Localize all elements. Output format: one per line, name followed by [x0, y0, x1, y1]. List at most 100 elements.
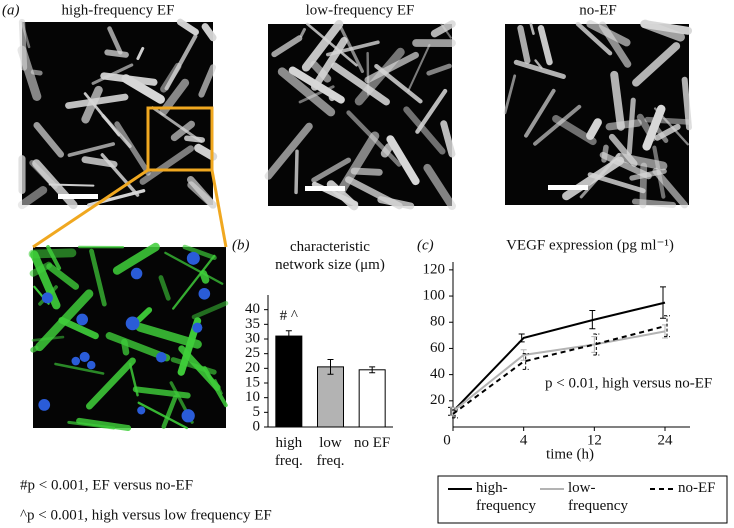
- cell-process: [18, 18, 28, 71]
- cell-process: [28, 248, 77, 259]
- error-bar: [522, 353, 529, 370]
- nucleus: [198, 287, 211, 300]
- cell-process: [201, 23, 217, 42]
- cell-process: [652, 145, 666, 199]
- series-line: [452, 301, 666, 412]
- x-axis-label: time (h): [546, 446, 594, 462]
- cell-process: [105, 332, 171, 362]
- error-bar: [593, 333, 600, 356]
- cell-process: [30, 345, 39, 353]
- cell-process: [164, 34, 198, 91]
- cell-process: [644, 116, 692, 125]
- cell-process: [377, 196, 415, 210]
- bar: [275, 335, 303, 428]
- cell-process: [407, 44, 431, 93]
- y-tick-label: 40: [430, 366, 445, 382]
- nucleus: [38, 399, 51, 411]
- micrographs: [17, 18, 693, 431]
- legend-label: high-frequency: [476, 480, 536, 514]
- cell-process: [626, 97, 636, 156]
- legend-box: [437, 475, 728, 524]
- cell-process: [298, 85, 335, 104]
- cell-process: [610, 70, 625, 131]
- cell-process: [310, 60, 332, 83]
- y-tick-label: 80: [430, 314, 445, 330]
- cell-process: [161, 395, 178, 429]
- y-tick-label: 5: [253, 404, 261, 420]
- cell-process: [20, 20, 31, 49]
- legend-label: no-EF: [678, 480, 716, 496]
- error-bar: [369, 366, 376, 374]
- cell-process: [54, 362, 105, 375]
- cell-process: [58, 316, 99, 340]
- cell-process: [575, 21, 613, 56]
- cell-process: [30, 69, 43, 76]
- cell-process: [311, 36, 348, 91]
- nucleus: [192, 322, 203, 333]
- cell-process: [533, 104, 582, 146]
- cell-process: [114, 121, 151, 176]
- cell-process: [306, 22, 358, 67]
- scale-bar: [58, 194, 98, 199]
- cell-process: [172, 254, 216, 310]
- y-tick-label: 15: [245, 374, 260, 390]
- y-tick-label: 10: [245, 389, 260, 405]
- cell-process: [89, 248, 107, 307]
- cell-process: [17, 186, 48, 210]
- image-title: low-frequency EF: [306, 2, 415, 18]
- cell-process: [67, 420, 116, 430]
- cell-process: [100, 153, 140, 197]
- cell-process: [299, 27, 306, 38]
- x-tick-label: no EF: [354, 435, 391, 451]
- micrograph: [268, 24, 452, 206]
- cell-process: [198, 64, 217, 98]
- legend-label: low-frequency: [568, 480, 628, 514]
- series-line: [452, 330, 666, 413]
- cell-process: [104, 49, 129, 58]
- cell-process: [503, 74, 517, 115]
- cell-process: [415, 88, 448, 134]
- cell-process: [271, 35, 303, 58]
- nucleus: [76, 313, 89, 326]
- panel-label: (c): [417, 237, 434, 253]
- cell-process: [158, 275, 171, 301]
- x-tick-label: 0: [443, 432, 451, 448]
- y-tick-label: 100: [423, 287, 446, 303]
- cell-process: [331, 62, 390, 106]
- cell-process: [121, 74, 165, 104]
- y-tick-label: 25: [245, 345, 260, 361]
- cell-process: [31, 335, 65, 342]
- cell-process: [364, 51, 419, 84]
- inset-line: [210, 169, 228, 248]
- cell-process: [380, 143, 393, 158]
- annotation: p < 0.01, high versus no-EF: [545, 375, 712, 391]
- scale-bar: [548, 185, 588, 190]
- cell-process: [176, 18, 199, 36]
- nucleus: [41, 292, 53, 304]
- cell-process: [440, 120, 456, 158]
- nucleus: [71, 356, 81, 366]
- cell-process: [426, 63, 452, 76]
- chart-title: VEGF expression (pg ml⁻¹): [506, 237, 674, 253]
- error-bar: [664, 315, 670, 338]
- cell-process: [178, 345, 221, 391]
- y-tick-label: 35: [245, 316, 260, 332]
- cell-process: [139, 145, 194, 185]
- x-tick-label: 12: [587, 432, 602, 448]
- cell-process: [135, 322, 202, 349]
- error-bar: [660, 286, 666, 319]
- y-tick-label: 20: [245, 360, 260, 376]
- error-bar: [452, 409, 458, 419]
- y-tick-label: 60: [430, 340, 445, 356]
- cell-process: [135, 307, 153, 324]
- cell-process: [132, 386, 191, 399]
- nucleus: [156, 352, 167, 363]
- x-tick-label: 24: [658, 432, 674, 448]
- inset-line: [32, 168, 149, 249]
- footnote: #p < 0.001, EF versus no-EF: [20, 477, 193, 493]
- cell-process: [46, 263, 80, 290]
- cell-process: [631, 198, 677, 208]
- cell-process: [517, 24, 531, 64]
- cell-process: [85, 357, 136, 410]
- chart-title: characteristic network size (μm): [275, 239, 385, 273]
